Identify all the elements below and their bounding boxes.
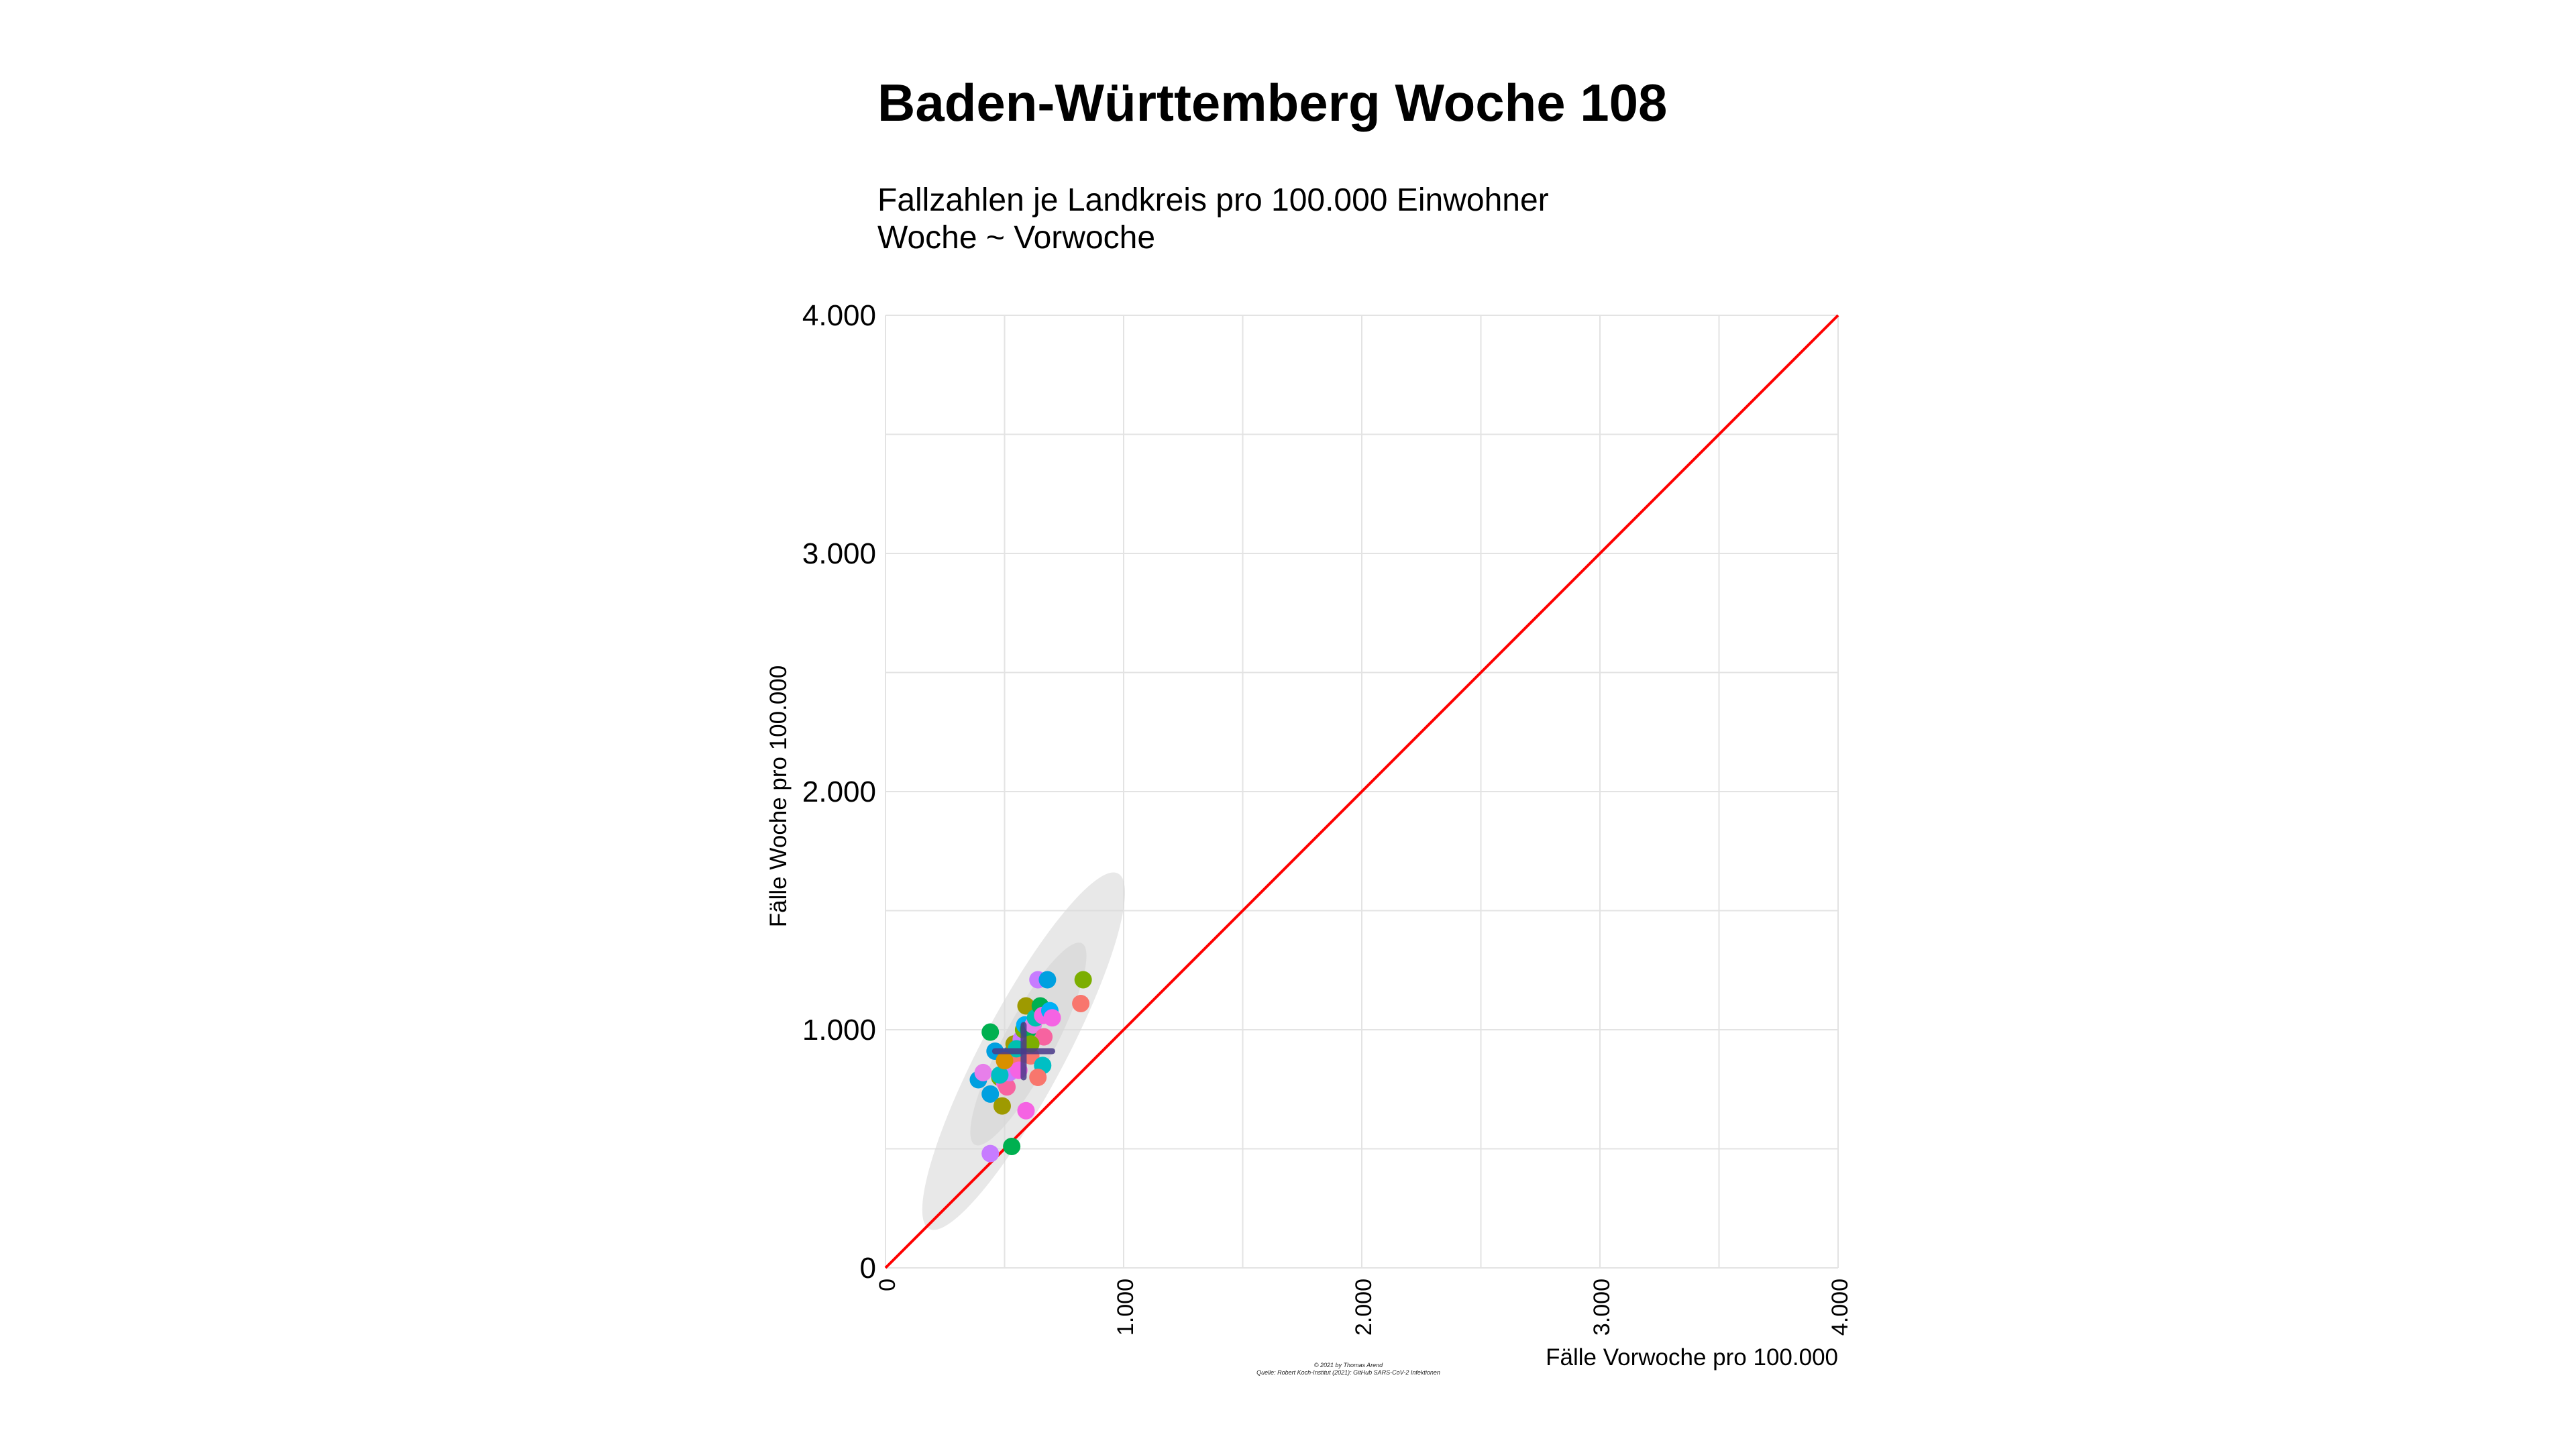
data-point <box>991 1066 1009 1084</box>
data-point <box>1003 1137 1021 1155</box>
caption: © 2021 by Thomas Arend Quelle: Robert Ko… <box>1140 1362 1556 1377</box>
x-tick-label: 3.000 <box>1589 1279 1615 1336</box>
data-point <box>1038 971 1057 989</box>
y-axis-title: Fälle Woche pro 100.000 <box>765 665 792 927</box>
caption-line-2: Quelle: Robert Koch-Institut (2021): Git… <box>1256 1369 1440 1376</box>
x-tick-label: 0 <box>875 1279 900 1291</box>
chart-title: Baden-Württemberg Woche 108 <box>877 73 1668 132</box>
subtitle-line-1: Fallzahlen je Landkreis pro 100.000 Einw… <box>877 182 1549 218</box>
data-point <box>981 1023 1000 1041</box>
data-point <box>1074 971 1092 989</box>
median-cross <box>991 1022 1055 1081</box>
data-point <box>1029 1069 1047 1086</box>
chart-subtitle: Fallzahlen je Landkreis pro 100.000 Einw… <box>877 182 1549 257</box>
subtitle-line-2: Woche ~ Vorwoche <box>877 220 1156 256</box>
data-point <box>996 1052 1014 1070</box>
x-tick-label: 2.000 <box>1351 1279 1377 1336</box>
x-axis-title: Fälle Vorwoche pro 100.000 <box>1546 1344 1838 1371</box>
reference-line <box>884 314 1839 1269</box>
data-point <box>993 1097 1011 1115</box>
data-point <box>1035 1028 1053 1046</box>
caption-line-1: © 2021 by Thomas Arend <box>1313 1362 1383 1368</box>
data-point <box>1043 1009 1061 1027</box>
data-point <box>981 1085 1000 1103</box>
y-tick-label: 3.000 <box>802 537 876 570</box>
y-tick-label: 4.000 <box>802 299 876 332</box>
x-tick-label: 1.000 <box>1113 1279 1138 1336</box>
y-tick-label: 0 <box>860 1252 876 1285</box>
data-point <box>1072 994 1090 1012</box>
data-point <box>1017 997 1035 1015</box>
x-tick-label: 4.000 <box>1827 1279 1853 1336</box>
y-tick-label: 2.000 <box>802 775 876 808</box>
data-point <box>1017 1102 1035 1120</box>
data-point <box>974 1063 992 1081</box>
data-point <box>981 1144 1000 1163</box>
y-tick-label: 1.000 <box>802 1014 876 1046</box>
tick-labels: 0 1.000 2.000 3.000 4.000 0 1.000 2.000 3.000 4.0… <box>802 299 1853 1336</box>
